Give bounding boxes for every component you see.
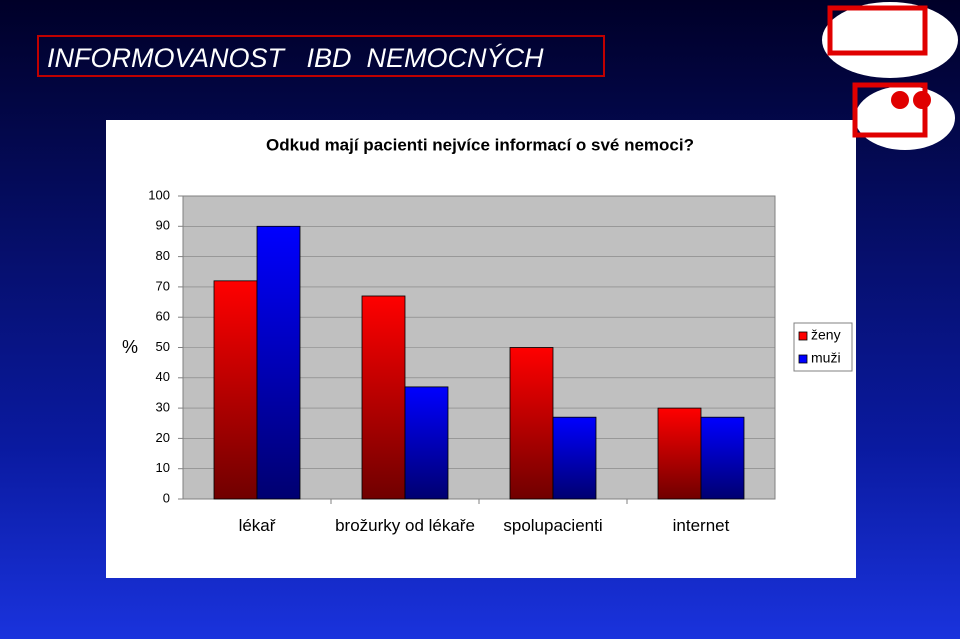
- bar: [657, 407, 702, 500]
- x-tick-label: spolupacienti: [503, 516, 603, 535]
- legend-swatch: [798, 331, 808, 341]
- x-tick-label: brožurky od lékaře: [335, 516, 475, 535]
- slide-title: INFORMOVANOST IBD NEMOCNÝCH: [37, 35, 605, 77]
- y-tick-label: 10: [156, 460, 170, 475]
- legend-label: ženy: [811, 327, 841, 343]
- y-tick-label: 20: [156, 430, 170, 445]
- logo-icon: [822, 2, 958, 150]
- y-tick-label: 100: [148, 187, 170, 202]
- y-axis-label: %: [122, 337, 138, 357]
- legend-label: muži: [811, 350, 841, 366]
- bar: [213, 280, 258, 500]
- chart-title: Odkud mají pacienti nejvíce informací o …: [266, 135, 694, 154]
- bar: [404, 386, 449, 500]
- bar: [552, 416, 597, 500]
- legend-swatch: [798, 354, 808, 364]
- bar: [700, 416, 745, 500]
- y-tick-label: 0: [163, 490, 170, 505]
- y-tick-label: 60: [156, 309, 170, 324]
- y-tick-label: 50: [156, 339, 170, 354]
- bar: [256, 225, 301, 500]
- y-tick-label: 30: [156, 400, 170, 415]
- x-tick-label: lékař: [238, 516, 276, 535]
- y-tick-label: 80: [156, 248, 170, 263]
- bar: [509, 347, 554, 500]
- x-tick-label: internet: [672, 516, 730, 535]
- y-tick-label: 40: [156, 369, 170, 384]
- y-tick-label: 70: [156, 278, 170, 293]
- bar: [361, 295, 406, 500]
- y-tick-label: 90: [156, 218, 170, 233]
